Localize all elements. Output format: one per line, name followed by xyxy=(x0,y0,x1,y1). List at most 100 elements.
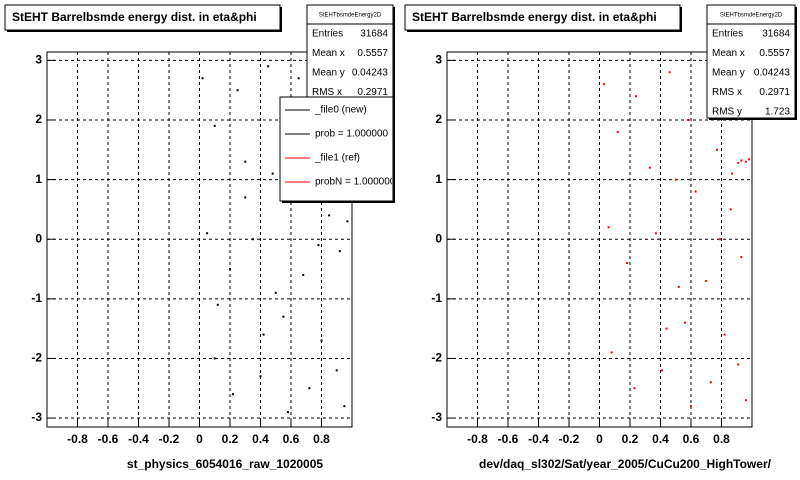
point xyxy=(731,172,734,175)
point xyxy=(694,190,697,193)
point xyxy=(213,357,216,360)
stats-value: 0.04243 xyxy=(754,68,791,79)
x-tick-label: -0.4 xyxy=(528,432,549,446)
x-tick-label: 0.8 xyxy=(313,432,330,446)
point xyxy=(213,124,216,127)
point xyxy=(661,369,664,372)
legend-label: probN = 1.000000 xyxy=(315,177,396,188)
point xyxy=(607,226,610,229)
point xyxy=(635,95,638,98)
x-tick-label: 0.2 xyxy=(222,432,239,446)
point xyxy=(625,262,628,265)
point xyxy=(633,387,636,390)
point xyxy=(282,315,285,318)
point xyxy=(603,83,606,86)
x-tick-label: -0.4 xyxy=(128,432,149,446)
stats-value: 31684 xyxy=(360,29,388,40)
point xyxy=(668,71,671,74)
point xyxy=(665,327,668,330)
stats-title: StEHTbsmdeEnergy2D xyxy=(720,13,783,19)
y-tick-label: 0 xyxy=(435,231,442,245)
x-axis-label: st_physics_6054016_raw_1020005 xyxy=(127,457,323,471)
y-tick-label: 1 xyxy=(35,172,42,186)
point xyxy=(271,172,274,175)
y-tick-label: 2 xyxy=(35,112,42,126)
point xyxy=(286,411,289,414)
y-tick-label: 3 xyxy=(435,53,442,67)
legend-box xyxy=(279,96,394,202)
point xyxy=(201,77,204,80)
point xyxy=(683,321,686,324)
y-tick-label: 2 xyxy=(435,112,442,126)
point xyxy=(232,393,235,396)
stats-value: 0.2971 xyxy=(357,87,388,98)
x-tick-label: -0.8 xyxy=(67,432,88,446)
stats-value: 0.04243 xyxy=(352,68,389,79)
x-tick-label: 0 xyxy=(196,432,203,446)
x-tick-label: -0.2 xyxy=(559,432,580,446)
point xyxy=(267,65,270,68)
y-tick-label: 0 xyxy=(35,231,42,245)
point xyxy=(718,238,721,241)
point xyxy=(723,333,726,336)
point xyxy=(740,159,743,162)
point xyxy=(328,214,331,217)
point xyxy=(610,351,613,354)
legend-label: _file0 (new) xyxy=(314,105,367,116)
point xyxy=(737,363,740,366)
stats-label: RMS y xyxy=(712,107,742,118)
legend-label: _file1 (ref) xyxy=(314,153,360,164)
stats-value: 0.2971 xyxy=(759,87,790,98)
point xyxy=(251,238,254,241)
stats-label: Mean x xyxy=(312,48,345,59)
title-box xyxy=(4,4,281,31)
stats-label: RMS x xyxy=(712,87,742,98)
point xyxy=(244,196,247,199)
point xyxy=(343,405,346,408)
point xyxy=(259,375,262,378)
point xyxy=(744,160,747,163)
point xyxy=(729,208,732,211)
point xyxy=(206,232,209,235)
point xyxy=(747,158,750,161)
point xyxy=(335,369,338,372)
x-axis-label: dev/daq_sl302/Sat/year_2005/CuCu200_High… xyxy=(479,457,772,471)
legend-clip: _file0 (new) prob = 1.000000 _file1 (ref) p… xyxy=(285,105,396,188)
x-tick-label: 0.4 xyxy=(652,432,669,446)
point xyxy=(648,166,651,169)
point xyxy=(236,89,239,92)
point xyxy=(274,291,277,294)
point xyxy=(302,273,305,276)
chart-title: StEHT Barrelbsmde energy dist. in eta&ph… xyxy=(412,10,657,24)
point xyxy=(690,405,692,408)
chart-title: StEHT Barrelbsmde energy dist. in eta&ph… xyxy=(12,10,257,24)
y-tick-label: -2 xyxy=(31,351,42,365)
stats-label: Mean y xyxy=(712,68,745,79)
point xyxy=(686,118,689,121)
point xyxy=(262,333,265,336)
x-tick-label: -0.8 xyxy=(467,432,488,446)
stats-label: Mean y xyxy=(312,68,345,79)
stats-value: 0.5557 xyxy=(759,48,790,59)
stats-value: 31684 xyxy=(762,29,790,40)
point xyxy=(244,160,247,163)
point xyxy=(709,381,712,384)
point xyxy=(320,339,323,342)
stats-value: 1.723 xyxy=(765,107,790,118)
point xyxy=(297,77,300,80)
point xyxy=(216,303,219,306)
point xyxy=(744,399,747,402)
point xyxy=(616,130,619,133)
point xyxy=(308,387,311,390)
title-box xyxy=(404,4,681,31)
x-tick-label: 0 xyxy=(596,432,603,446)
stats-title: StEHTbsmdeEnergy2D xyxy=(319,13,382,19)
stats-box xyxy=(706,4,796,119)
point xyxy=(705,279,708,282)
y-tick-label: -1 xyxy=(31,291,42,305)
x-tick-label: 0.6 xyxy=(683,432,700,446)
x-tick-label: 0.4 xyxy=(252,432,269,446)
y-tick-label: -1 xyxy=(431,291,442,305)
point xyxy=(317,244,320,247)
